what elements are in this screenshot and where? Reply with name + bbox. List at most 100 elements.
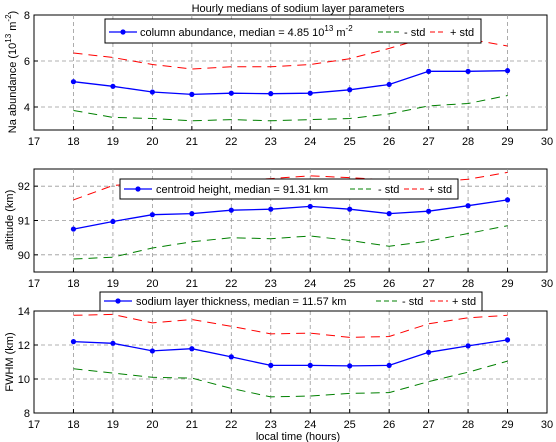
data-point (228, 90, 234, 96)
x-tick-label: 19 (107, 278, 119, 290)
x-tick-label: 18 (67, 278, 79, 290)
data-point (110, 83, 116, 89)
data-point (70, 79, 77, 85)
x-tick-label: 24 (304, 419, 316, 431)
x-tick-label: 17 (28, 278, 40, 290)
legend-plus-label: + std (452, 296, 476, 308)
x-tick-label: 30 (541, 278, 553, 290)
x-tick-label: 29 (501, 278, 513, 290)
data-point (189, 211, 195, 217)
data-point (189, 346, 195, 352)
data-point (268, 362, 274, 368)
plot-area (33, 310, 548, 414)
data-point (504, 197, 511, 203)
data-point (307, 90, 313, 96)
data-point (307, 362, 313, 368)
legend-median-marker (135, 186, 141, 192)
x-tick-label: 27 (422, 278, 434, 290)
x-tick-label: 22 (225, 278, 237, 290)
tick-labels: 17 18 19 20 21 22 23 24 25 26 27 28 29 30 4 6 8 (24, 10, 553, 148)
y-tick-label: 8 (24, 408, 30, 420)
x-tick-label: 30 (541, 136, 553, 148)
data-point (189, 91, 195, 97)
legend-plus-label: + std (450, 27, 474, 39)
legend-minus-label: - std (404, 27, 425, 39)
legend: centroid height, median = 91.31 km - std… (119, 178, 459, 200)
series-group (70, 313, 511, 398)
x-tick-label: 18 (67, 419, 79, 431)
data-point (149, 89, 155, 95)
panel-centroid-height: 17 18 19 20 21 22 23 24 25 26 27 28 29 30 90 91 92 centr… (4, 168, 553, 290)
x-tick-label: 29 (501, 419, 513, 431)
legend-plus-label: + std (428, 184, 452, 196)
series-line-median (73, 339, 508, 367)
y-axis-label: Na abundance (1013 m-2) (4, 11, 19, 133)
series-line-minus (73, 360, 508, 398)
data-point (386, 211, 392, 217)
x-tick-label: 21 (186, 419, 198, 431)
data-point (110, 340, 116, 346)
data-point (465, 68, 471, 74)
series-line-median (73, 199, 508, 230)
series-line-minus (73, 95, 508, 122)
data-point (149, 348, 155, 354)
data-point (149, 212, 155, 218)
data-point (70, 339, 77, 345)
y-tick-label: 6 (24, 56, 30, 68)
x-tick-label: 24 (304, 278, 316, 290)
x-tick-label: 20 (146, 136, 158, 148)
x-tick-label: 28 (462, 278, 474, 290)
panel-column-abundance: 17 18 19 20 21 22 23 24 25 26 27 28 29 30 4 6 8 column a… (4, 10, 553, 148)
x-tick-label: 27 (422, 419, 434, 431)
x-tick-label: 21 (186, 278, 198, 290)
x-tick-label: 28 (462, 419, 474, 431)
grid-lines (34, 311, 547, 413)
legend-minus-label: - std (378, 184, 399, 196)
x-tick-label: 18 (67, 136, 79, 148)
data-point (268, 206, 274, 212)
y-tick-label: 10 (18, 374, 30, 386)
y-tick-label: 12 (18, 340, 30, 352)
y-tick-label: 4 (24, 102, 30, 114)
legend-box (119, 178, 459, 200)
x-tick-label: 28 (462, 136, 474, 148)
x-tick-label: 17 (28, 136, 40, 148)
data-point (307, 203, 313, 210)
data-point (426, 68, 432, 74)
data-point (426, 208, 432, 214)
legend-median-label: centroid height, median = 91.31 km (156, 184, 328, 196)
y-tick-label: 91 (18, 216, 30, 228)
data-point (347, 363, 353, 369)
data-point (465, 203, 471, 209)
series-line-minus (73, 225, 508, 260)
y-tick-label: 8 (24, 10, 30, 22)
x-tick-label: 20 (146, 419, 158, 431)
y-tick-label: 90 (18, 250, 30, 262)
legend-median-marker (120, 29, 126, 35)
x-tick-label: 23 (265, 278, 277, 290)
x-tick-label: 20 (146, 278, 158, 290)
figure-title: Hourly medians of sodium layer parameter… (192, 3, 405, 15)
data-point (504, 337, 511, 343)
panel-layer-thickness: 17 18 19 20 21 22 23 24 25 26 27 28 29 30 8 10 12 14 sodi… (4, 291, 553, 431)
x-tick-label: 25 (344, 136, 356, 148)
data-point (426, 349, 432, 355)
data-point (268, 91, 274, 97)
tick-labels: 17 18 19 20 21 22 23 24 25 26 27 28 29 30 90 91 92 (18, 181, 553, 290)
x-tick-label: 26 (383, 419, 395, 431)
x-tick-label: 25 (344, 419, 356, 431)
x-axis-label: local time (hours) (256, 431, 340, 442)
y-tick-label: 92 (18, 181, 30, 193)
data-point (228, 354, 234, 360)
legend-median-marker (115, 298, 121, 304)
data-point (228, 207, 234, 213)
x-tick-label: 21 (186, 136, 198, 148)
y-tick-label: 14 (18, 306, 30, 318)
data-point (386, 362, 392, 368)
x-tick-label: 25 (344, 278, 356, 290)
x-tick-label: 22 (225, 419, 237, 431)
legend-minus-label: - std (402, 296, 423, 308)
data-point (386, 81, 392, 88)
x-tick-label: 19 (107, 136, 119, 148)
